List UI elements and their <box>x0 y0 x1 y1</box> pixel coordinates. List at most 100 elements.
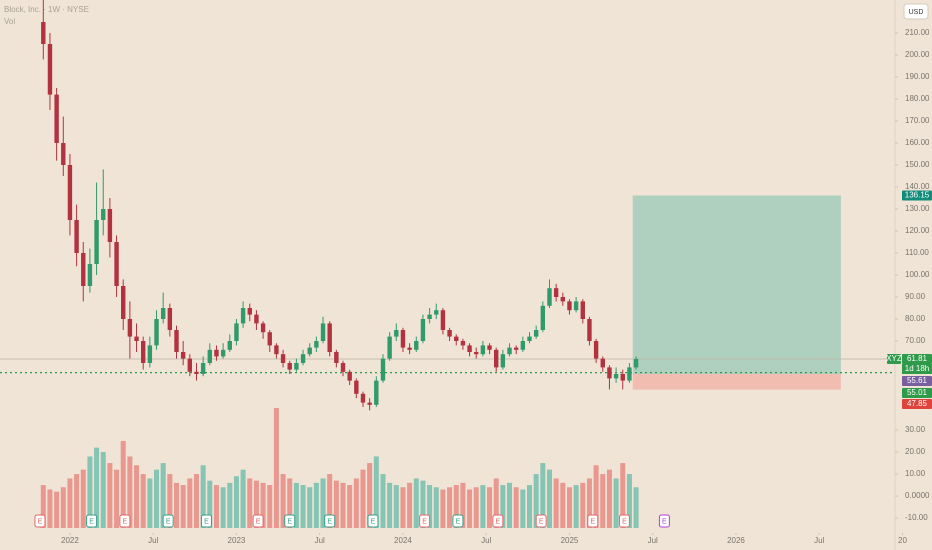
candle-body <box>374 380 379 405</box>
earnings-label: E <box>89 518 94 525</box>
y-tick-label: 80.00 <box>905 314 926 323</box>
volume-bar <box>606 469 612 528</box>
candle-body <box>607 367 612 379</box>
volume-bar <box>600 474 606 528</box>
volume-bar <box>540 463 546 528</box>
volume-bar <box>573 485 579 528</box>
currency-button[interactable] <box>903 3 929 20</box>
volume-bar <box>200 465 206 528</box>
volume-bar <box>507 482 513 528</box>
volume-bar <box>387 482 393 528</box>
candle-body <box>494 349 499 368</box>
candle-body <box>467 345 472 352</box>
volume-bar <box>320 478 326 528</box>
volume-bar <box>393 485 399 528</box>
volume-bar <box>553 478 559 528</box>
candle-body <box>101 209 106 220</box>
candle-body <box>553 288 559 297</box>
volume-bar <box>480 485 486 528</box>
candle-body <box>414 341 419 350</box>
y2-tick-label: 0.0000 <box>905 491 930 500</box>
candle-body <box>547 288 552 306</box>
y-tick-label: 120.00 <box>905 226 930 235</box>
candle-body <box>287 363 292 370</box>
volume-bar <box>307 487 313 528</box>
candle-body <box>627 367 632 381</box>
candle-body <box>620 374 625 381</box>
volume-bar <box>593 465 599 528</box>
volume-bar <box>420 480 426 528</box>
earnings-marker <box>200 514 212 528</box>
volume-bar <box>620 463 626 528</box>
volume-bar <box>360 469 366 528</box>
volume-bar <box>67 478 73 528</box>
volume-bar <box>626 474 632 528</box>
profit-zone <box>632 195 841 374</box>
y-tick-label: 150.00 <box>905 160 930 169</box>
x-tick-label: 20 <box>898 536 907 545</box>
candle-body <box>200 363 206 374</box>
y-tick-label: 90.00 <box>905 292 926 301</box>
candle-body <box>94 220 99 264</box>
volume-bar <box>107 463 113 528</box>
earnings-marker <box>252 514 264 528</box>
candle-body <box>327 323 332 352</box>
candle-body <box>354 380 359 394</box>
earnings-marker <box>535 514 547 528</box>
candle-body <box>47 44 53 95</box>
volume-bar <box>180 485 186 528</box>
volume-bar <box>227 482 233 528</box>
candle-body <box>307 347 312 355</box>
volume-bar <box>193 474 199 528</box>
candle-body <box>573 301 579 311</box>
candle-body <box>380 358 386 381</box>
volume-bar <box>586 478 592 528</box>
volume-bar <box>580 482 586 528</box>
volume-bar <box>560 482 566 528</box>
earnings-marker <box>492 514 504 528</box>
volume-bar <box>154 469 160 528</box>
candle-body <box>107 209 113 242</box>
volume-bar <box>100 452 106 528</box>
volume-bar <box>400 487 406 528</box>
loss-zone <box>632 373 841 390</box>
countdown: 1d 18h <box>905 364 929 373</box>
volume-bar <box>127 456 133 528</box>
candle-body <box>587 319 592 341</box>
candle-body <box>294 363 299 370</box>
candle-body <box>347 371 352 381</box>
x-tick-label: Jul <box>148 536 158 545</box>
earnings-label: E <box>590 518 595 525</box>
candle-body <box>134 336 139 341</box>
volume-bar <box>473 487 479 528</box>
earnings-label: E <box>204 518 209 525</box>
candle-body <box>340 363 346 372</box>
earnings-marker <box>419 514 431 528</box>
earnings-marker <box>587 514 599 528</box>
candle-body <box>274 345 279 355</box>
volume-bar <box>87 456 93 528</box>
x-tick-label: 2024 <box>394 536 412 545</box>
earnings-label: E <box>371 518 376 525</box>
candle-body <box>633 359 639 368</box>
earnings-marker <box>284 514 296 528</box>
earnings-marker <box>162 514 174 528</box>
target-tag: 136.15 <box>905 191 930 200</box>
candle-body <box>154 319 159 346</box>
volume-bar <box>187 478 193 528</box>
volume-bar <box>433 487 439 528</box>
candle-body <box>454 336 459 341</box>
volume-bar <box>293 482 299 528</box>
candle-body <box>167 308 173 330</box>
earnings-label: E <box>287 518 292 525</box>
candle-body <box>254 314 259 324</box>
earnings-label: E <box>123 518 128 525</box>
candle-body <box>487 345 492 350</box>
x-tick-label: Jul <box>481 536 491 545</box>
volume-bar <box>413 478 419 528</box>
currency-label[interactable]: USD <box>909 9 924 16</box>
y-tick-label: 110.00 <box>905 248 929 257</box>
volume-bar <box>233 476 239 528</box>
